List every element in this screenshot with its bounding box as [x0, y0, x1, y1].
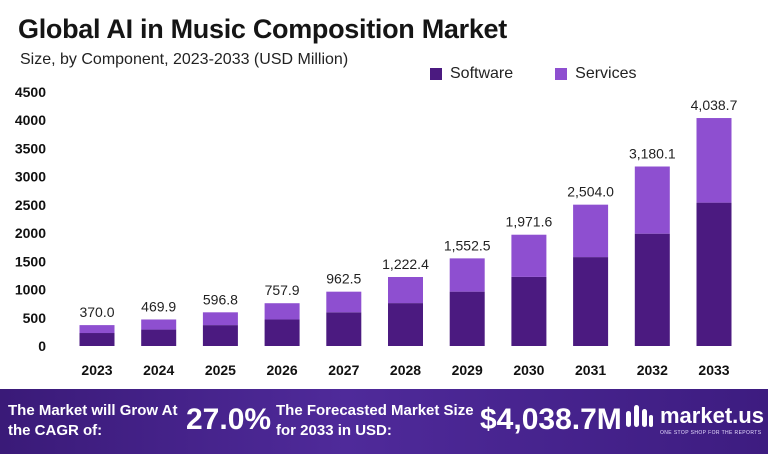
chart-subtitle: Size, by Component, 2023-2033 (USD Milli…: [20, 51, 349, 68]
bar-segment-software: [388, 303, 423, 346]
bar-segment-services: [696, 118, 732, 203]
y-tick-label: 4500: [15, 84, 46, 100]
x-tick-label: 2031: [575, 362, 606, 378]
cagr-label: The Market will Grow At the CAGR of:: [8, 402, 178, 439]
bar-segment-services: [449, 258, 485, 292]
bar-total-label: 757.9: [265, 282, 300, 298]
bar-segment-software: [79, 333, 115, 346]
y-tick-label: 2500: [15, 197, 46, 213]
forecast-value: $4,038.7M: [480, 403, 622, 436]
bar-total-label: 4,038.7: [691, 97, 738, 113]
bar-segment-software: [573, 257, 609, 346]
bar-total-label: 962.5: [326, 271, 361, 287]
bar-segment-services: [141, 319, 177, 330]
forecast-label: The Forecasted Market Size for 2033 in U…: [276, 402, 474, 439]
legend-label-software: Software: [450, 65, 514, 82]
x-tick-label: 2030: [513, 362, 544, 378]
bar-total-label: 1,971.6: [506, 214, 553, 230]
bar-total-label: 3,180.1: [629, 146, 676, 162]
y-tick-label: 0: [38, 338, 46, 354]
bar-segment-services: [326, 291, 362, 313]
bar-segment-services: [202, 312, 238, 326]
x-tick-label: 2026: [267, 362, 298, 378]
bar-chart: 0 500 1000 1500 2000 2500 3000 3500 4000 4500 370.…: [15, 84, 738, 378]
x-tick-label: 2032: [637, 362, 668, 378]
bar-total-label: 1,222.4: [382, 256, 429, 272]
bar-segment-services: [79, 325, 115, 334]
bar-segment-software: [634, 233, 670, 346]
bar-segment-software: [202, 325, 238, 346]
bar-total-label: 2,504.0: [567, 184, 614, 200]
x-tick-label: 2033: [698, 362, 729, 378]
bar-segment-services: [511, 234, 547, 277]
brand-logo-icon: [626, 405, 653, 427]
bar-segment-software: [264, 319, 300, 346]
legend-item-software: Software: [430, 65, 513, 83]
x-tick-label: 2025: [205, 362, 236, 378]
footer-banner: The Market will Grow At the CAGR of: 27.…: [0, 389, 768, 454]
bar-segment-services: [388, 277, 423, 304]
bar-segment-services: [634, 166, 670, 234]
legend-item-services: Services: [555, 65, 637, 83]
y-tick-label: 1500: [15, 253, 46, 269]
x-tick-label: 2028: [390, 362, 421, 378]
x-tick-label: 2024: [143, 362, 174, 378]
brand-tagline: ONE STOP SHOP FOR THE REPORTS: [660, 430, 762, 436]
y-tick-label: 3500: [15, 140, 46, 156]
y-tick-label: 1000: [15, 282, 46, 298]
bar-segment-software: [141, 329, 177, 346]
bar-segment-services: [264, 303, 300, 320]
cagr-value: 27.0%: [186, 403, 272, 436]
x-tick-label: 2023: [81, 362, 112, 378]
bar-segment-software: [326, 312, 362, 346]
legend: Software Services: [430, 65, 637, 83]
bar-total-label: 469.9: [141, 298, 176, 314]
bar-segment-software: [696, 202, 732, 346]
bar-segment-software: [511, 276, 547, 346]
y-tick-label: 3000: [15, 169, 46, 185]
bar-total-label: 1,552.5: [444, 237, 491, 253]
chart-title: Global AI in Music Composition Market: [18, 14, 507, 44]
bar-segment-software: [449, 291, 485, 346]
x-tick-label: 2027: [328, 362, 359, 378]
brand-name: market.us: [660, 403, 764, 428]
legend-swatch-services: [555, 68, 568, 80]
legend-label-services: Services: [575, 65, 637, 82]
x-tick-label: 2029: [452, 362, 483, 378]
brand-logo: market.us: [624, 403, 764, 429]
bar-segment-services: [573, 204, 609, 258]
y-tick-label: 2000: [15, 225, 46, 241]
y-tick-label: 500: [23, 310, 47, 326]
bar-total-label: 596.8: [203, 291, 238, 307]
bar-total-label: 370.0: [79, 304, 114, 320]
y-tick-label: 4000: [15, 112, 46, 128]
legend-swatch-software: [430, 68, 442, 80]
